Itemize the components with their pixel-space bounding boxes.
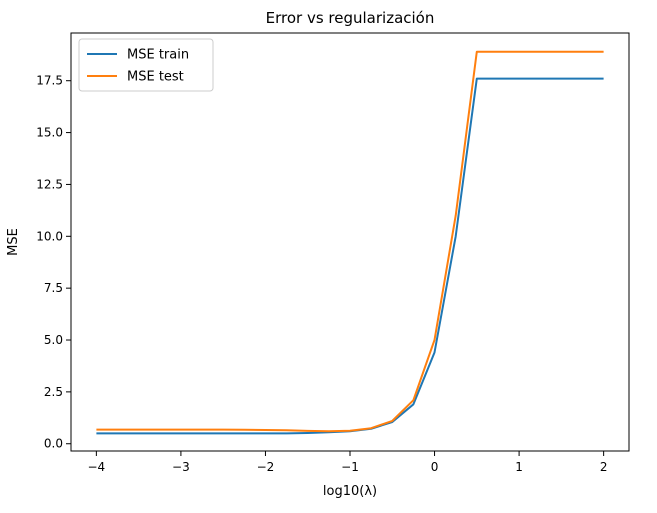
y-tick-label: 5.0 bbox=[44, 333, 63, 347]
y-tick-label: 17.5 bbox=[36, 74, 63, 88]
x-tick-label: −1 bbox=[341, 460, 359, 474]
series-line-2 bbox=[96, 50, 604, 433]
x-axis-label: log10(λ) bbox=[323, 484, 377, 499]
y-tick-label: 15.0 bbox=[36, 126, 63, 140]
x-tick-label: 2 bbox=[600, 460, 608, 474]
x-tick-label: 1 bbox=[515, 460, 523, 474]
legend-label-2: MSE test bbox=[127, 70, 184, 85]
x-tick-label: −3 bbox=[172, 460, 190, 474]
y-tick-label: 0.0 bbox=[44, 437, 63, 451]
legend: MSE train MSE test bbox=[78, 38, 214, 92]
y-tick-label: 10.0 bbox=[36, 229, 63, 243]
plot-frame bbox=[70, 32, 630, 452]
x-tick-label: 0 bbox=[431, 460, 439, 474]
axes: −4 −3 −2 −1 0 1 2 0.0 2.5 5.0 7.5 10.0 12.5 15.0 17.5 bbox=[36, 32, 630, 474]
x-tick-label: −2 bbox=[257, 460, 275, 474]
chart-title: Error vs regularización bbox=[266, 9, 435, 27]
plot-area bbox=[96, 50, 604, 435]
legend-label-1: MSE train bbox=[127, 48, 189, 63]
y-tick-label: 7.5 bbox=[44, 281, 63, 295]
series-line-1 bbox=[96, 77, 604, 435]
y-tick-label: 12.5 bbox=[36, 177, 63, 191]
x-tick-label: −4 bbox=[88, 460, 106, 474]
y-tick-label: 2.5 bbox=[44, 385, 63, 399]
y-axis-label: MSE bbox=[6, 228, 21, 256]
legend-box bbox=[78, 38, 214, 92]
